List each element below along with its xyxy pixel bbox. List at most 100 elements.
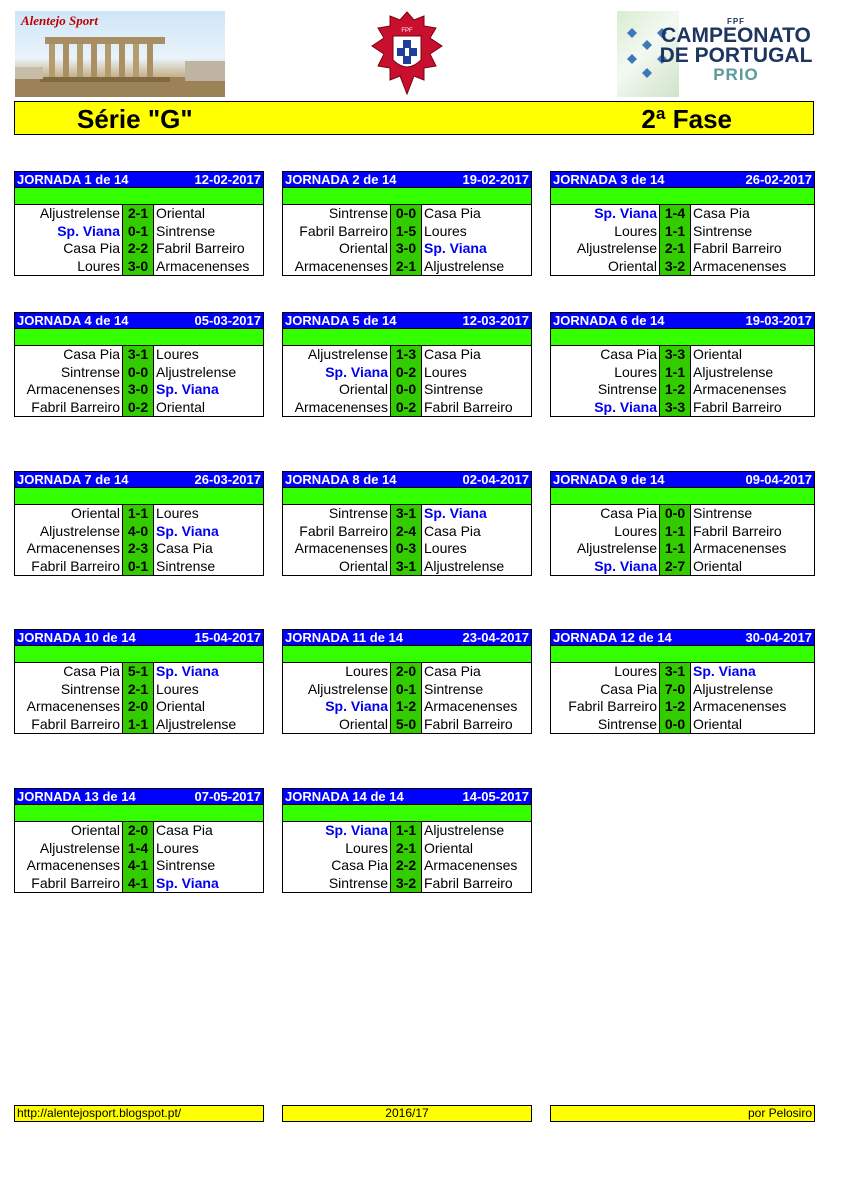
match-score: 2-0: [123, 822, 154, 840]
jornada-header: JORNADA 8 de 14 02-04-2017: [282, 471, 532, 488]
away-team: Aljustrelense: [693, 363, 774, 380]
away-team: Armacenenses: [693, 257, 787, 274]
jornada-label: JORNADA 1 de 14: [17, 172, 129, 187]
away-team: Fabril Barreiro: [424, 398, 513, 415]
svg-text:FPF: FPF: [401, 28, 413, 34]
home-team: Sintrense: [551, 715, 660, 733]
match-score: 1-5: [391, 222, 422, 240]
home-team: Oriental: [283, 715, 391, 733]
home-team: Armacenenses: [15, 698, 123, 716]
jornada-date: 09-04-2017: [745, 472, 813, 487]
away-team: Casa Pia: [424, 522, 481, 539]
game-row: Loures 1-1 Fabril Barreiro: [551, 522, 814, 540]
match-score: 3-2: [660, 257, 691, 275]
game-row: Sp. Viana 0-2 Loures: [283, 363, 531, 381]
home-team: Armacenenses: [15, 540, 123, 558]
away-team: Oriental: [693, 557, 743, 574]
match-score: 3-1: [123, 346, 154, 364]
away-team: Sp. Viana: [156, 522, 219, 539]
game-row: Fabril Barreiro 0-1 Sintrense: [15, 557, 263, 575]
home-team: Fabril Barreiro: [15, 874, 123, 892]
away-team: Oriental: [156, 205, 206, 221]
game-row: Casa Pia 3-3 Oriental: [551, 346, 814, 364]
jornada-header: JORNADA 3 de 14 26-02-2017: [550, 171, 815, 188]
match-score: 1-3: [391, 346, 422, 364]
jornada-green-band: [282, 488, 532, 505]
game-row: Fabril Barreiro 4-1 Sp. Viana: [15, 874, 263, 892]
games-list: Loures 2-0 Casa Pia Aljustrelense 0-1 Sintren…: [282, 663, 532, 734]
jornada-header: JORNADA 10 de 14 15-04-2017: [14, 629, 264, 646]
game-row: Sp. Viana 1-4 Casa Pia: [551, 205, 814, 223]
match-score: 0-2: [391, 398, 422, 416]
game-row: Armacenenses 0-2 Fabril Barreiro: [283, 398, 531, 416]
match-score: 2-1: [123, 680, 154, 698]
home-team: Armacenenses: [283, 398, 391, 416]
jornada-header: JORNADA 1 de 14 12-02-2017: [14, 171, 264, 188]
match-score: 1-1: [660, 540, 691, 558]
game-row: Loures 1-1 Sintrense: [551, 222, 814, 240]
home-team: Casa Pia: [15, 663, 123, 681]
away-team: Armacenenses: [424, 698, 518, 714]
game-row: Aljustrelense 1-3 Casa Pia: [283, 346, 531, 364]
game-row: Fabril Barreiro 2-4 Casa Pia: [283, 522, 531, 540]
games-list: Sintrense 3-1 Sp. Viana Fabril Barreiro 2-4 C…: [282, 505, 532, 576]
home-team: Loures: [283, 839, 391, 857]
match-score: 1-1: [660, 222, 691, 240]
match-score: 2-1: [391, 257, 422, 275]
jornada-date: 14-05-2017: [462, 789, 530, 804]
away-team: Fabril Barreiro: [156, 240, 245, 256]
phase-title: 2ª Fase: [641, 104, 732, 134]
match-score: 3-3: [660, 346, 691, 364]
jornada-date: 19-03-2017: [745, 313, 813, 328]
home-team: Oriental: [15, 505, 123, 523]
home-team: Armacenenses: [15, 857, 123, 875]
match-score: 3-1: [391, 505, 422, 523]
fpf-crest-logo: FPF: [368, 10, 446, 96]
home-team: Loures: [551, 222, 660, 240]
away-team: Sp. Viana: [424, 505, 487, 521]
jornada-header: JORNADA 12 de 14 30-04-2017: [550, 629, 815, 646]
jornada-green-band: [550, 488, 815, 505]
jornada-table: JORNADA 9 de 14 09-04-2017 Casa Pia 0-0 Sint…: [550, 471, 815, 576]
games-list: Loures 3-1 Sp. Viana Casa Pia 7-0 Aljustrelen…: [550, 663, 815, 734]
away-team: Fabril Barreiro: [693, 240, 782, 256]
away-team: Sintrense: [156, 557, 216, 574]
away-team: Aljustrelense: [424, 557, 505, 574]
series-title: Série "G": [77, 104, 193, 134]
jornada-header: JORNADA 6 de 14 19-03-2017: [550, 312, 815, 329]
match-score: 0-0: [391, 381, 422, 399]
home-team: Oriental: [283, 557, 391, 575]
jornada-label: JORNADA 5 de 14: [285, 313, 397, 328]
home-team: Loures: [551, 363, 660, 381]
match-score: 0-3: [391, 540, 422, 558]
games-list: Sp. Viana 1-4 Casa Pia Loures 1-1 Sintrense Al…: [550, 205, 815, 276]
match-score: 4-1: [123, 874, 154, 892]
jornada-green-band: [282, 646, 532, 663]
jornada-header: JORNADA 7 de 14 26-03-2017: [14, 471, 264, 488]
home-team: Sintrense: [283, 205, 391, 223]
logo-line2: DE PORTUGAL: [659, 44, 813, 67]
games-list: Casa Pia 5-1 Sp. Viana Sintrense 2-1 Loures Ar…: [14, 663, 264, 734]
home-team: Oriental: [551, 257, 660, 275]
match-score: 2-2: [391, 857, 422, 875]
games-list: Casa Pia 3-1 Loures Sintrense 0-0 Aljustrelen…: [14, 346, 264, 417]
blog-link[interactable]: http://alentejosport.blogspot.pt/: [14, 1105, 264, 1122]
home-team: Casa Pia: [551, 505, 660, 523]
jornada-date: 12-03-2017: [462, 313, 530, 328]
jornada-green-band: [550, 646, 815, 663]
jornada-table: JORNADA 2 de 14 19-02-2017 Sintrense 0-0 Cas…: [282, 171, 532, 276]
game-row: Aljustrelense 1-1 Armacenenses: [551, 540, 814, 558]
game-row: Armacenenses 4-1 Sintrense: [15, 857, 263, 875]
jornada-label: JORNADA 4 de 14: [17, 313, 129, 328]
match-score: 4-0: [123, 522, 154, 540]
away-team: Sintrense: [156, 857, 216, 873]
home-team: Fabril Barreiro: [15, 557, 123, 575]
away-team: Casa Pia: [156, 822, 213, 838]
jornada-green-band: [550, 188, 815, 205]
game-row: Loures 1-1 Aljustrelense: [551, 363, 814, 381]
jornada-label: JORNADA 12 de 14: [553, 630, 672, 645]
away-team: Loures: [424, 540, 467, 556]
away-team: Armacenenses: [424, 857, 518, 873]
game-row: Loures 2-1 Oriental: [283, 839, 531, 857]
jornada-date: 30-04-2017: [745, 630, 813, 645]
